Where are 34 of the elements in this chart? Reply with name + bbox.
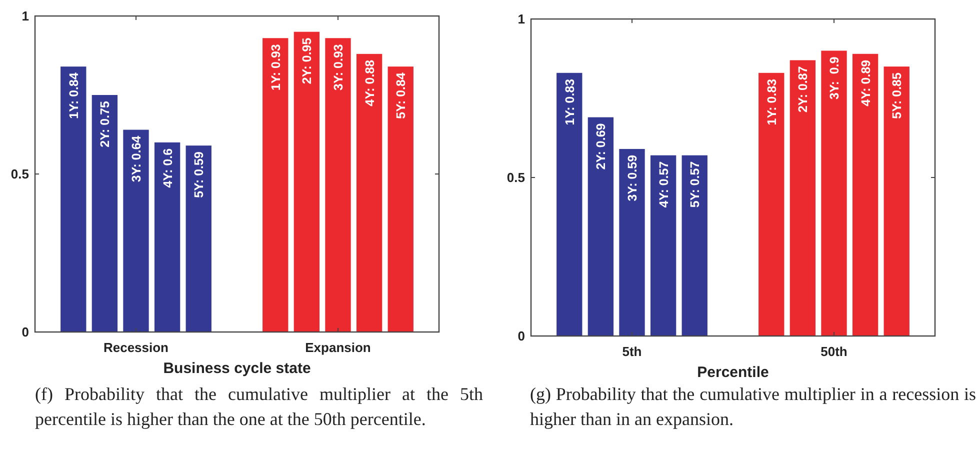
- y-tick-label: 0.5: [10, 166, 29, 182]
- data-label: 1Y: 0.93: [268, 44, 283, 90]
- data-label: 3Y: 0.93: [332, 44, 346, 90]
- data-label: 2Y: 0.95: [300, 38, 314, 84]
- data-label: 4Y: 0.88: [362, 60, 377, 106]
- data-label: 2Y: 0.75: [98, 100, 112, 148]
- data-label: 1Y: 0.84: [66, 72, 81, 119]
- y-tick-label: 1: [22, 8, 29, 24]
- y-tick-label: 0: [518, 328, 525, 344]
- x-tick-label: 5th: [622, 344, 642, 359]
- text: (f) Probability that the cumulative multiplier at the 5th percentile is higher than the one at the 50th percentile.: [35, 383, 483, 431]
- data-label: 1Y: 0.83: [764, 78, 779, 126]
- x-tick-label: Expansion: [305, 340, 371, 355]
- text: (g) Probability that the cumulative multiplier in a recession is higher than in an expansion.: [530, 383, 976, 431]
- data-label: 5Y: 0.57: [688, 161, 702, 208]
- data-label: 3Y: 0.59: [626, 154, 640, 202]
- data-label: 4Y: 0.57: [656, 161, 671, 208]
- data-label: 2Y: 0.69: [594, 123, 608, 170]
- data-label: 4Y: 0.89: [858, 60, 873, 106]
- data-label: 3Y: 0.64: [130, 136, 144, 182]
- data-label: 1Y: 0.83: [562, 78, 577, 126]
- data-label: 5Y: 0.84: [394, 72, 408, 119]
- data-label: 3Y: 0.9: [828, 56, 842, 100]
- x-axis-title: Percentile: [697, 364, 769, 381]
- x-tick-label: Recession: [103, 340, 169, 355]
- x-axis-title: Business cycle state: [163, 360, 311, 377]
- y-tick-label: 0: [22, 324, 29, 340]
- y-tick-label: 0.5: [506, 170, 525, 186]
- data-label: 2Y: 0.87: [796, 66, 810, 113]
- data-label: 5Y: 0.59: [192, 152, 206, 198]
- x-tick-label: 50th: [820, 344, 848, 359]
- data-label: 5Y: 0.85: [890, 72, 904, 119]
- data-label: 4Y: 0.6: [160, 148, 175, 188]
- y-tick-label: 1: [518, 12, 525, 27]
